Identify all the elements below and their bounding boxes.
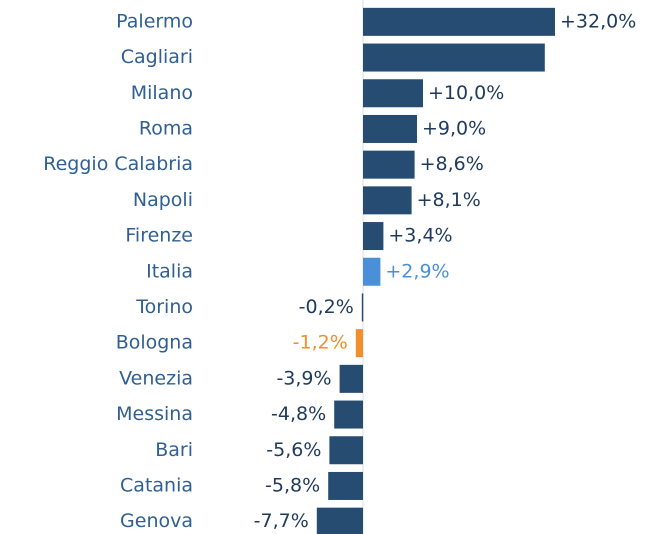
value-label: +9,0% xyxy=(422,117,486,139)
value-label: -4,8% xyxy=(271,403,326,425)
category-label: Firenze xyxy=(125,225,193,247)
category-label: Napoli xyxy=(133,189,193,211)
bar xyxy=(363,114,417,143)
value-label: -5,8% xyxy=(265,474,320,496)
value-label: +10,0% xyxy=(428,82,504,104)
category-label: Bologna xyxy=(116,332,193,354)
value-label: +8,6% xyxy=(420,153,484,175)
bar xyxy=(339,364,363,393)
bar xyxy=(363,186,412,215)
category-label: Venezia xyxy=(119,367,193,389)
bar xyxy=(363,7,555,36)
bar xyxy=(334,400,363,429)
value-label: +32,0% xyxy=(560,10,636,32)
category-label: Palermo xyxy=(116,10,193,32)
category-label: Bari xyxy=(155,439,193,461)
category-label: Italia xyxy=(146,260,193,282)
bar xyxy=(363,150,415,179)
bar xyxy=(363,79,423,108)
value-label: +8,1% xyxy=(417,189,481,211)
category-label: Reggio Calabria xyxy=(43,153,193,175)
value-label: -3,9% xyxy=(276,367,331,389)
bar xyxy=(328,471,363,500)
category-label: Messina xyxy=(116,403,193,425)
value-label: -5,6% xyxy=(266,439,321,461)
bar xyxy=(355,329,363,358)
bar xyxy=(363,222,384,251)
value-label: -1,2% xyxy=(293,332,348,354)
category-label: Genova xyxy=(120,510,193,532)
category-label: Roma xyxy=(139,117,193,139)
category-label: Cagliari xyxy=(121,46,193,68)
category-label: Catania xyxy=(120,474,193,496)
value-label: +2,9% xyxy=(385,260,449,282)
bar xyxy=(363,257,381,286)
value-label: -0,2% xyxy=(299,296,354,318)
bar xyxy=(316,507,363,534)
category-label: Milano xyxy=(131,82,193,104)
value-label: +3,4% xyxy=(388,225,452,247)
bar xyxy=(329,436,363,465)
bar xyxy=(361,293,364,322)
value-label: -7,7% xyxy=(254,510,309,532)
bar xyxy=(363,43,545,72)
category-label: Torino xyxy=(135,296,193,318)
